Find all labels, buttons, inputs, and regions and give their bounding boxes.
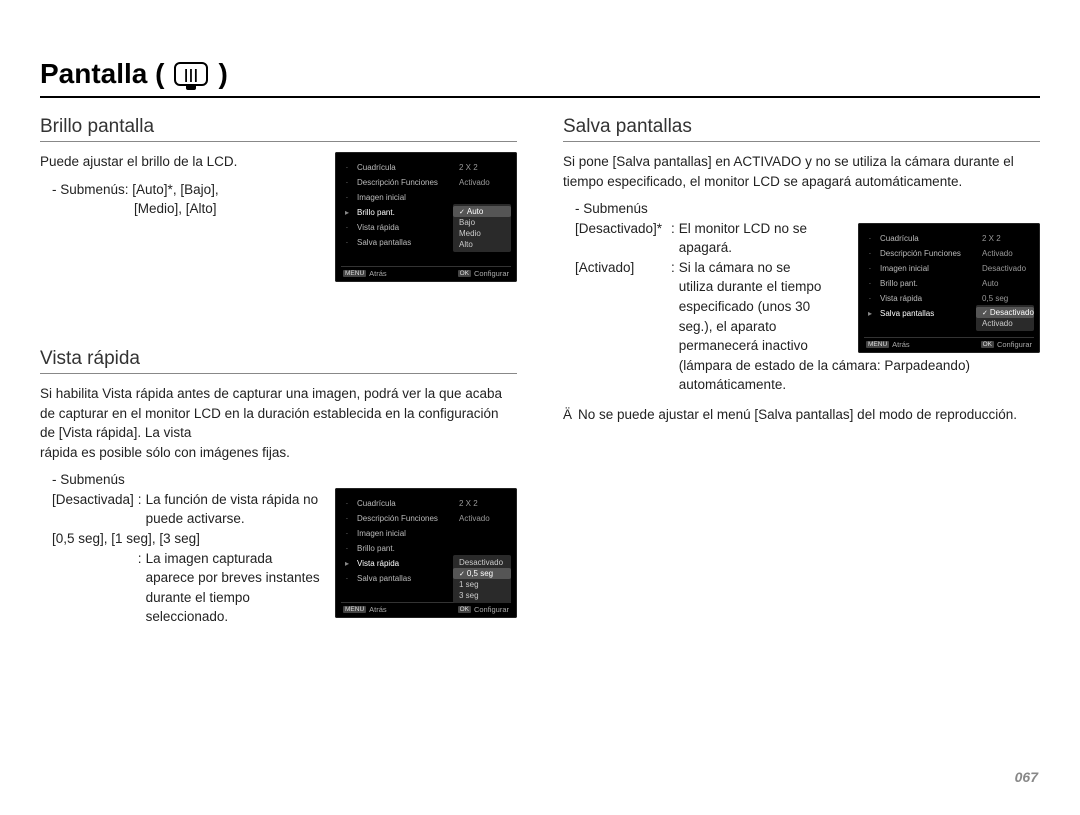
vista-sublabel: - Submenús	[40, 470, 321, 490]
vista-p1: Si habilita Vista rápida antes de captur…	[40, 384, 517, 443]
left-column: Brillo pantalla Puede ajustar el brillo …	[40, 116, 517, 627]
lcd-submenu-option: Activado	[976, 318, 1034, 329]
lcd-vista: ·Cuadrícula2 X 2·Descripción FuncionesAc…	[335, 488, 517, 618]
lcd-menu-row: ·Vista rápida0,5 seg	[864, 291, 1034, 306]
vista-def1-def: La función de vista rápida no puede acti…	[146, 490, 321, 529]
salva-def1b: apagará.	[679, 238, 844, 258]
salva-sublabel: - Submenús	[563, 199, 844, 219]
salva-def1-term: [Desactivado]*	[575, 219, 667, 239]
lcd-submenu-option: Medio	[453, 228, 511, 239]
lcd-footer: MENUAtrásOKConfigurar	[864, 337, 1034, 349]
lcd-menu-row: ·Descripción FuncionesActivado	[864, 246, 1034, 261]
lcd-menu-row: ·Descripción FuncionesActivado	[341, 175, 511, 190]
lcd-brillo: ·Cuadrícula2 X 2·Descripción FuncionesAc…	[335, 152, 517, 282]
colon: :	[671, 219, 675, 239]
lcd-submenu-option: Desactivado	[976, 307, 1034, 318]
lcd-submenu: DesactivadoActivado	[976, 305, 1034, 331]
salva-p1: Si pone [Salva pantallas] en ACTIVADO y …	[563, 152, 1040, 191]
section-heading-salva: Salva pantallas	[563, 116, 1040, 142]
colon: :	[671, 258, 675, 278]
brillo-sub-a: - Submenús: [Auto]*, [Bajo],	[40, 180, 321, 200]
colon: :	[138, 490, 142, 529]
lcd-menu-row: ·Imagen inicialDesactivado	[864, 261, 1034, 276]
lcd-menu-row: ·Descripción FuncionesActivado	[341, 511, 511, 526]
salva-def2c: especificado (unos 30	[679, 297, 844, 317]
lcd-submenu-option: Auto	[453, 206, 511, 217]
lcd-menu-row: ·Cuadrícula2 X 2	[864, 231, 1034, 246]
vista-p1b: rápida es posible sólo con imágenes fija…	[40, 443, 517, 463]
lcd-submenu-option: 0,5 seg	[453, 568, 511, 579]
lcd-menu-row: ·Imagen inicial	[341, 526, 511, 541]
salva-def1a: El monitor LCD no se	[679, 219, 844, 239]
section-heading-brillo: Brillo pantalla	[40, 116, 517, 142]
vista-def1-term: [Desactivada]	[52, 490, 134, 529]
lcd-submenu: Desactivado0,5 seg1 seg3 seg	[453, 555, 511, 603]
salva-def2a: Si la cámara no se	[679, 258, 844, 278]
salva-def2e: permanecerá inactivo	[679, 336, 844, 356]
right-column: Salva pantallas Si pone [Salva pantallas…	[563, 116, 1040, 627]
lcd-submenu-option: 1 seg	[453, 579, 511, 590]
title-suffix: )	[218, 58, 227, 90]
brillo-desc: Puede ajustar el brillo de la LCD.	[40, 152, 321, 172]
lcd-submenu-option: Alto	[453, 239, 511, 250]
lcd-menu-row: ·Cuadrícula2 X 2	[341, 160, 511, 175]
vista-def2-def: La imagen capturada aparece por breves i…	[146, 549, 321, 627]
note-mark-icon: Ä	[563, 405, 572, 425]
vista-def2-term: [0,5 seg], [1 seg], [3 seg]	[40, 529, 321, 549]
display-icon	[174, 62, 208, 86]
lcd-submenu-option: Desactivado	[453, 557, 511, 568]
title-prefix: Pantalla (	[40, 58, 164, 90]
page-title: Pantalla ( )	[40, 58, 1040, 98]
section-heading-vista: Vista rápida	[40, 348, 517, 374]
lcd-menu-row: ·Brillo pant.	[341, 541, 511, 556]
lcd-footer: MENUAtrásOKConfigurar	[341, 602, 511, 614]
lcd-submenu: AutoBajoMedioAlto	[453, 204, 511, 252]
salva-def2f: (lámpara de estado de la cámara: Parpade…	[679, 356, 1040, 395]
colon: :	[138, 549, 142, 627]
lcd-footer: MENUAtrásOKConfigurar	[341, 266, 511, 278]
lcd-submenu-option: Bajo	[453, 217, 511, 228]
salva-def2b: utiliza durante el tiempo	[679, 277, 844, 297]
lcd-menu-row: ·Cuadrícula2 X 2	[341, 496, 511, 511]
lcd-menu-row: ·Brillo pant.Auto	[864, 276, 1034, 291]
salva-note: No se puede ajustar el menú [Salva panta…	[578, 405, 1017, 425]
lcd-submenu-option: 3 seg	[453, 590, 511, 601]
salva-def2d: seg.), el aparato	[679, 317, 844, 337]
page-number: 067	[1015, 769, 1038, 785]
salva-def2-term: [Activado]	[575, 258, 667, 278]
lcd-menu-row: ·Imagen inicial	[341, 190, 511, 205]
brillo-sub-b: [Medio], [Alto]	[40, 199, 321, 219]
lcd-salva: ·Cuadrícula2 X 2·Descripción FuncionesAc…	[858, 223, 1040, 353]
